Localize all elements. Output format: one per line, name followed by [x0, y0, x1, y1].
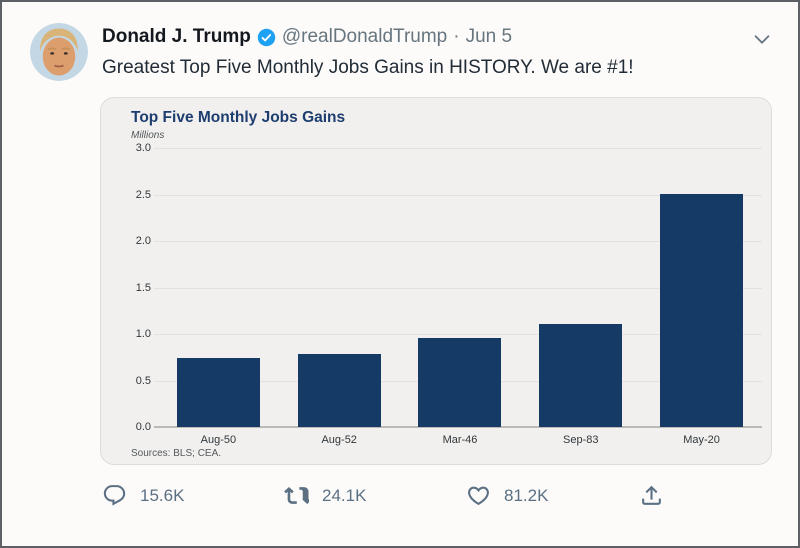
retweet-icon: [284, 483, 309, 508]
chart-unit-label: Millions: [131, 130, 165, 141]
y-axis-tick-label: 2.5: [135, 188, 151, 201]
avatar[interactable]: [30, 23, 88, 81]
tweet-date[interactable]: Jun 5: [465, 26, 513, 47]
source-note: Sources: BLS; CEA.: [131, 448, 222, 459]
bar-slot: [400, 148, 521, 427]
bar-Aug-52: [297, 354, 381, 427]
x-axis-tick-label: Aug-50: [200, 434, 237, 446]
like-button[interactable]: 81.2K: [466, 483, 548, 508]
gridline: [154, 426, 762, 428]
verified-badge-icon: [257, 28, 276, 47]
x-axis-tick-label: Aug-52: [321, 434, 357, 446]
y-axis-tick-label: 1.0: [135, 328, 151, 340]
reply-button[interactable]: 15.6K: [102, 483, 184, 508]
display-name[interactable]: Donald J. Trump: [102, 26, 251, 47]
bar-May-20: [660, 194, 744, 427]
x-axis-tick-label: May-20: [683, 434, 720, 446]
reply-icon: [102, 483, 127, 508]
bar-Mar-46: [418, 338, 502, 427]
reply-count: 15.6K: [140, 485, 185, 505]
bar-Aug-50: [176, 358, 260, 427]
bar-slot: [279, 148, 400, 427]
y-axis-tick-label: 3.0: [135, 142, 151, 154]
gridline: [154, 194, 762, 196]
tweet-header: Donald J. Trump @realDonaldTrump · Jun 5: [102, 26, 512, 48]
chevron-down-icon[interactable]: [751, 28, 773, 50]
x-axis-tick-label: Mar-46: [442, 434, 478, 446]
gridline: [154, 241, 762, 242]
y-axis-tick-label: 0.0: [135, 421, 151, 433]
share-button[interactable]: [639, 483, 664, 508]
retweet-button[interactable]: 24.1K: [284, 483, 366, 508]
chart-title: Top Five Monthly Jobs Gains: [131, 109, 346, 126]
separator-dot: ·: [453, 26, 460, 47]
handle[interactable]: @realDonaldTrump: [281, 26, 448, 47]
x-axis-labels: Aug-50 Aug-52 Mar-46 Sep-83 May-20: [158, 434, 762, 446]
tweet-text: Greatest Top Five Monthly Jobs Gains in …: [102, 57, 634, 78]
y-axis-tick-label: 2.0: [135, 235, 151, 247]
gridline: [154, 287, 762, 289]
y-axis-tick-label: 1.5: [135, 281, 151, 294]
heart-icon: [466, 483, 491, 508]
chart-plot: 0.0 0.5 1.0 1.5 2.0 2.5 3.0: [136, 142, 762, 433]
gridline: [154, 148, 762, 149]
avatar-portrait: [30, 23, 88, 81]
bar-slot: [158, 148, 279, 427]
chart-attachment[interactable]: Top Five Monthly Jobs Gains Millions 0.0…: [100, 97, 772, 465]
bar-Sep-83: [539, 324, 623, 427]
bars-container: [158, 148, 762, 427]
bar-slot: [641, 148, 762, 427]
bar-slot: [520, 148, 641, 427]
x-axis-tick-label: Sep-83: [563, 434, 599, 446]
share-icon: [639, 483, 664, 508]
like-count: 81.2K: [504, 485, 549, 505]
retweet-count: 24.1K: [322, 485, 367, 505]
gridline: [154, 334, 762, 335]
y-axis-tick-label: 0.5: [135, 374, 151, 387]
